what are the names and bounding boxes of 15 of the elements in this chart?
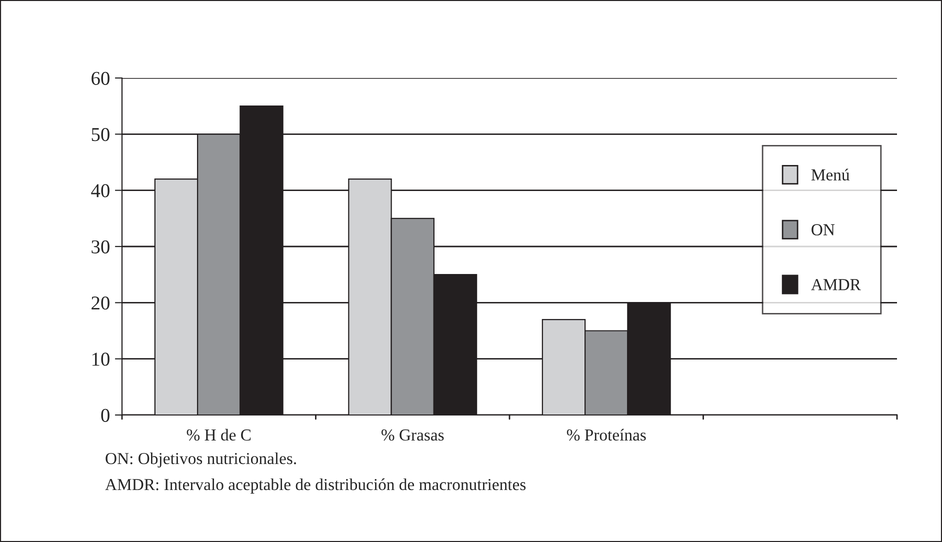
- y-tick-label: 50: [92, 128, 110, 142]
- text: ON: Objetivos nutricionales.: [106, 452, 296, 468]
- text: AMDR: Intervalo aceptable de distribución de macronutrientes: [105, 478, 526, 494]
- legend-label: Menú: [811, 168, 850, 180]
- y-tick-label: 30: [92, 240, 110, 254]
- legend-label: ON: [812, 224, 835, 236]
- x-tick-label: % Grasas: [381, 429, 444, 441]
- x-tick-label: % H de C: [186, 428, 251, 441]
- y-tick-label: 60: [92, 72, 110, 85]
- y-tick-label: 10: [92, 352, 110, 366]
- legend-label: AMDR: [811, 279, 861, 290]
- y-tick-label: 20: [92, 296, 110, 310]
- y-tick-label: 0: [101, 408, 110, 422]
- x-tick-label: % Proteínas: [566, 428, 646, 441]
- y-tick-label: 40: [91, 184, 110, 198]
